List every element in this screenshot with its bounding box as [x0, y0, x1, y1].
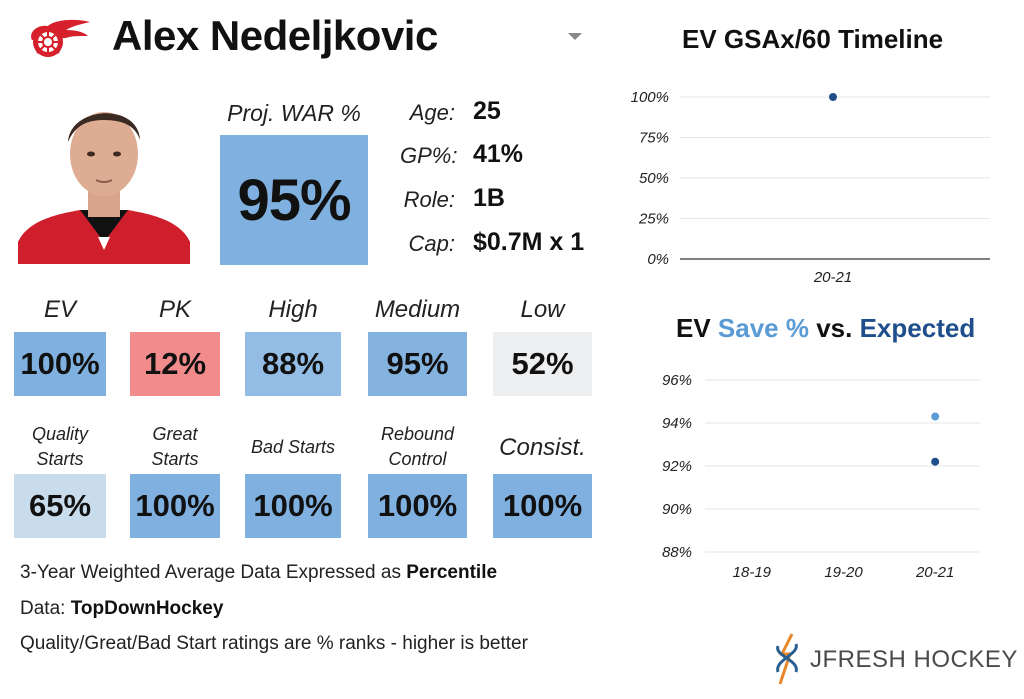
info-label-role: Role: — [403, 187, 455, 212]
title-part: EV — [676, 313, 718, 343]
x-tick-label: 20-21 — [915, 564, 954, 581]
info-value-cap: $0.7M x 1 — [473, 228, 585, 256]
y-tick-label: 94% — [662, 415, 692, 432]
war-label: Proj. WAR % — [227, 100, 361, 126]
stat-box-consistency: 100% — [493, 474, 592, 538]
stat-label-line: Quality — [31, 424, 89, 444]
note-text: Quality/Great/Bad Start ratings are % ra… — [20, 633, 528, 654]
note-start-ratings: Quality/Great/Bad Start ratings are % ra… — [20, 633, 528, 655]
note-text: 3-Year Weighted Average Data Expressed a… — [20, 562, 407, 583]
title-part: vs. — [809, 313, 860, 343]
chart-title-save-pct: EV Save % vs. Expected — [676, 313, 975, 344]
stat-label-line: Rebound — [380, 424, 455, 444]
y-tick-label: 92% — [662, 458, 692, 475]
title-part-save: Save % — [717, 313, 809, 343]
stat-label-high: High — [268, 296, 318, 323]
data-point — [829, 93, 837, 101]
stat-label-line: Bad Starts — [250, 437, 336, 457]
war-value: 95% — [237, 167, 351, 233]
note-percentile: 3-Year Weighted Average Data Expressed a… — [20, 562, 497, 584]
info-value-role: 1B — [473, 184, 505, 212]
stat-label-great-starts: Great Starts — [130, 422, 220, 472]
stat-label-low: Low — [520, 296, 565, 323]
info-label-cap: Cap: — [408, 231, 455, 256]
stat-label-quality-starts: Quality Starts — [14, 422, 106, 472]
y-tick-label: 90% — [662, 501, 692, 518]
y-tick-label: 88% — [662, 544, 692, 561]
stat-label-medium: Medium — [374, 296, 461, 323]
info-label-gp: GP%: — [400, 143, 458, 168]
stat-label-line: Starts — [151, 449, 199, 469]
war-box: 95% — [220, 135, 368, 265]
brand-logo-icon — [772, 632, 802, 686]
stat-label-ev: EV — [43, 296, 76, 323]
data-point-save — [931, 412, 940, 421]
stat-box-great-starts: 100% — [130, 474, 220, 538]
stat-box-medium: 95% — [368, 332, 467, 396]
x-tick-label: 20-21 — [813, 269, 852, 286]
x-tick-label: 18-19 — [733, 564, 772, 581]
player-name: Alex Nedeljkovic — [112, 12, 438, 59]
y-tick-label: 25% — [638, 211, 669, 228]
stat-box-bad-starts: 100% — [245, 474, 341, 538]
y-tick-label: 100% — [631, 89, 669, 106]
stat-box-low: 52% — [493, 332, 592, 396]
save-pct-chart: 96% 94% 92% 90% 88% 18-19 19-20 20-21 — [662, 372, 980, 581]
stat-box-quality-starts: 65% — [14, 474, 106, 538]
stat-label-line: Control — [388, 449, 447, 469]
x-tick-label: 19-20 — [824, 564, 863, 581]
info-value-age: 25 — [473, 97, 501, 125]
data-point-expected — [931, 457, 940, 466]
stat-label-rebound-control: Rebound Control — [368, 422, 467, 472]
player-headshot — [18, 92, 190, 264]
note-bold: Percentile — [406, 562, 498, 583]
y-tick-label: 50% — [639, 170, 669, 187]
stat-box-pk: 12% — [130, 332, 220, 396]
stat-box-rebound-control: 100% — [368, 474, 467, 538]
note-text: Data: — [20, 598, 71, 619]
team-logo — [24, 14, 94, 62]
note-bold: TopDownHockey — [70, 598, 224, 619]
title-part-expected: Expected — [859, 313, 976, 343]
brand-name: JFRESH HOCKEY — [810, 646, 1018, 673]
y-tick-label: 75% — [639, 130, 669, 147]
stat-label-consistency: Consist. — [499, 434, 586, 461]
stat-box-high: 88% — [245, 332, 341, 396]
stat-box-ev: 100% — [14, 332, 106, 396]
gsax-timeline-chart: 100% 75% 50% 25% 0% 20-21 — [631, 89, 990, 286]
info-label-age: Age: — [409, 100, 455, 125]
info-value-gp: 41% — [473, 140, 524, 168]
stat-label-pk: PK — [158, 296, 191, 323]
chart-title-gsax: EV GSAx/60 Timeline — [682, 24, 944, 54]
chevron-down-icon[interactable] — [568, 33, 582, 40]
stat-label-line: Starts — [36, 449, 84, 469]
note-data-source: Data: TopDownHockey — [20, 598, 223, 620]
y-tick-label: 0% — [647, 251, 669, 268]
stat-label-bad-starts: Bad Starts — [245, 435, 341, 460]
stat-label-line: Great — [152, 424, 198, 444]
y-tick-label: 96% — [662, 372, 692, 389]
